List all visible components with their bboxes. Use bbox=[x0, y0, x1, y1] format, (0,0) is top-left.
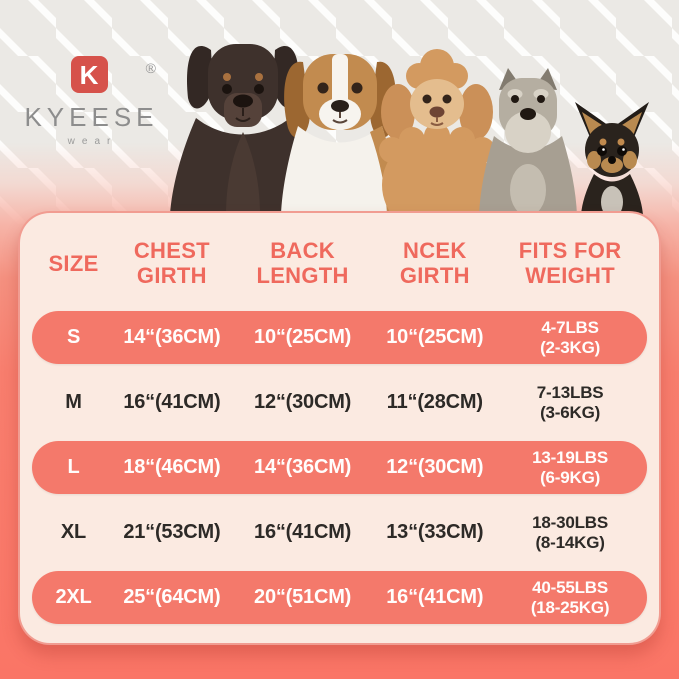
cell-chest-girth: 16“(41CM) bbox=[123, 391, 221, 413]
beagle-illustration bbox=[281, 54, 399, 215]
brand-tagline: wear bbox=[67, 136, 118, 147]
cell-weight: 18-30LBS (8-14KG) bbox=[532, 512, 609, 552]
header-size: SIZE bbox=[48, 250, 99, 276]
cell-chest-girth: 14“(36CM) bbox=[123, 326, 221, 348]
cell-neck-girth: 10“(25CM) bbox=[386, 326, 484, 348]
cell-chest-girth: 18“(46CM) bbox=[123, 456, 221, 478]
cell-weight: 13-19LBS (6-9KG) bbox=[532, 447, 609, 487]
cell-size: XL bbox=[60, 521, 87, 543]
brand-name: KYEESE bbox=[24, 102, 159, 132]
brand-k-mark: K bbox=[70, 56, 108, 93]
chihuahua-illustration bbox=[575, 102, 649, 215]
cell-neck-girth: 11“(28CM) bbox=[386, 391, 483, 413]
size-row-l: L 18“(46CM) 14“(36CM) 12“(30CM) 13-19LBS… bbox=[32, 441, 647, 494]
brand-logo: K ® KYEESE wear bbox=[14, 56, 164, 147]
size-row-s: S 14“(36CM) 10“(25CM) 10“(25CM) 4-7LBS (… bbox=[32, 311, 647, 364]
header-fits-for-weight: FITS FOR WEIGHT bbox=[518, 238, 622, 288]
cell-size: L bbox=[67, 456, 80, 478]
size-row-2xl: 2XL 25“(64CM) 20“(51CM) 16“(41CM) 40-55L… bbox=[32, 571, 647, 624]
cell-neck-girth: 13“(33CM) bbox=[386, 521, 484, 543]
cell-back-length: 12“(30CM) bbox=[254, 391, 352, 413]
poodle-illustration bbox=[379, 49, 495, 215]
registered-trademark-symbol: ® bbox=[145, 60, 156, 76]
table-header-row: SIZE CHEST GIRTH BACK LENGTH NCEK GIRTH … bbox=[32, 227, 647, 301]
schnauzer-illustration bbox=[479, 68, 577, 215]
cell-size: 2XL bbox=[55, 586, 92, 608]
cell-weight: 7-13LBS (3-6KG) bbox=[536, 382, 604, 422]
cell-chest-girth: 25“(64CM) bbox=[123, 586, 221, 608]
dogs-photo-strip bbox=[170, 44, 649, 215]
cell-neck-girth: 16“(41CM) bbox=[386, 586, 484, 608]
header-back-length: BACK LENGTH bbox=[256, 238, 349, 288]
header-chest-girth: CHEST GIRTH bbox=[133, 238, 210, 288]
size-chart-panel: SIZE CHEST GIRTH BACK LENGTH NCEK GIRTH … bbox=[18, 211, 661, 645]
cell-back-length: 16“(41CM) bbox=[254, 521, 352, 543]
cell-back-length: 14“(36CM) bbox=[254, 456, 352, 478]
header-neck-girth: NCEK GIRTH bbox=[399, 238, 470, 288]
brand-initial: K bbox=[79, 59, 99, 90]
cell-back-length: 20“(51CM) bbox=[254, 586, 352, 608]
cell-weight: 4-7LBS (2-3KG) bbox=[540, 317, 601, 357]
cell-neck-girth: 12“(30CM) bbox=[386, 456, 484, 478]
cell-chest-girth: 21“(53CM) bbox=[123, 521, 221, 543]
cell-size: M bbox=[65, 391, 82, 413]
cell-size: S bbox=[66, 326, 81, 348]
doberman-illustration bbox=[170, 44, 316, 215]
size-row-m: M 16“(41CM) 12“(30CM) 11“(28CM) 7-13LBS … bbox=[32, 376, 647, 429]
size-row-xl: XL 21“(53CM) 16“(41CM) 13“(33CM) 18-30LB… bbox=[32, 506, 647, 559]
cell-weight: 40-55LBS (18-25KG) bbox=[530, 577, 610, 617]
cell-back-length: 10“(25CM) bbox=[254, 326, 352, 348]
